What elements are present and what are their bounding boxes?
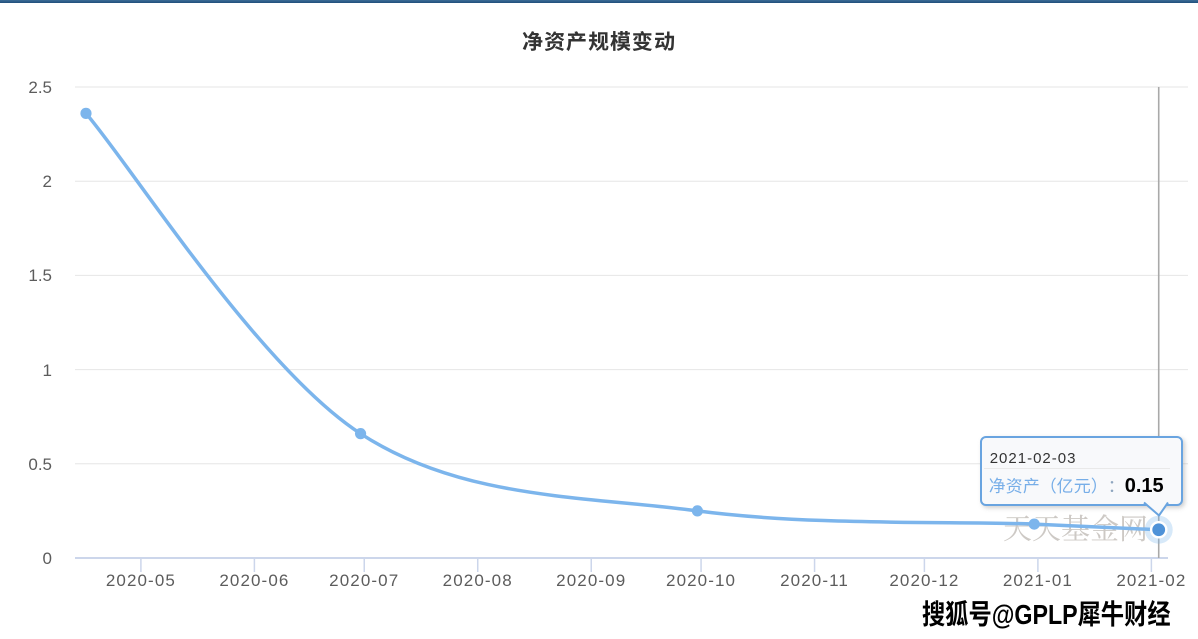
- tooltip-colon: ：: [1107, 471, 1125, 497]
- x-axis-label-2021-01: 2021-01: [1002, 566, 1073, 591]
- tooltip-series-label: 净资产（亿元）: [988, 471, 1108, 497]
- data-point-marker-2020-04-16[interactable]: [80, 107, 92, 119]
- x-axis-label-2020-07: 2020-07: [329, 566, 400, 591]
- x-axis-label-2020-11: 2020-11: [780, 566, 849, 591]
- data-point-marker-2020-12-31[interactable]: [1028, 518, 1040, 530]
- data-point-marker-2020-09-30[interactable]: [691, 505, 704, 517]
- tooltip-arrow-shape: [1143, 501, 1169, 517]
- data-point-marker-2021-02-03[interactable]: [1149, 520, 1168, 539]
- x-axis-label-2020-06: 2020-06: [219, 566, 290, 591]
- data-point-marker-2020-06-30[interactable]: [354, 428, 367, 440]
- tooltip: 2021-02-03 净资产（亿元）：0.15: [979, 435, 1183, 517]
- tooltip-value-row: 净资产（亿元）：0.15: [988, 468, 1169, 498]
- x-axis-label-2020-10: 2020-10: [666, 566, 737, 591]
- y-axis-label-0.5: 0.5: [28, 449, 52, 475]
- x-axis-label-2020-05: 2020-05: [105, 566, 176, 591]
- y-axis-label-0: 0: [42, 544, 52, 569]
- tooltip-callout-arrow: [1143, 501, 1169, 517]
- tooltip-date: 2021-02-03: [989, 446, 1077, 468]
- x-axis-label-2020-09: 2020-09: [556, 566, 627, 591]
- tooltip-value: 0.15: [1124, 468, 1164, 498]
- y-axis-label-2: 2: [42, 167, 52, 193]
- y-axis-label-2.5: 2.5: [28, 73, 52, 98]
- x-axis-label-2020-08: 2020-08: [442, 566, 513, 591]
- x-axis-label-2020-12: 2020-12: [889, 566, 960, 591]
- chart-title: 净资产规模变动: [522, 26, 676, 56]
- y-axis-label-1: 1: [42, 355, 52, 381]
- x-axis-label-2021-02: 2021-02: [1116, 566, 1187, 591]
- y-axis-label-1.5: 1.5: [28, 261, 52, 287]
- sohu-account-watermark: 搜狐号@GPLP犀牛财经: [922, 593, 1171, 633]
- window-top-edge-bar: [0, 0, 1198, 3]
- tooltip-separator-line: [983, 467, 1170, 469]
